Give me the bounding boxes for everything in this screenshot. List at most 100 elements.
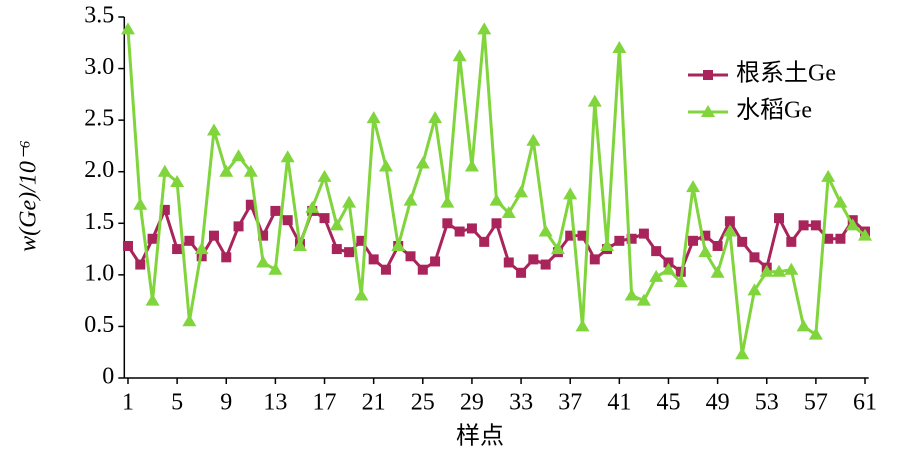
data-point bbox=[835, 233, 846, 244]
data-point bbox=[366, 111, 381, 124]
data-point bbox=[747, 283, 762, 296]
data-point bbox=[796, 319, 811, 332]
data-point bbox=[245, 199, 256, 210]
data-point bbox=[698, 245, 713, 258]
data-point bbox=[516, 267, 527, 278]
data-point bbox=[317, 169, 332, 182]
data-point bbox=[612, 40, 627, 53]
x-tick-label: 5 bbox=[171, 390, 183, 416]
data-point bbox=[292, 238, 307, 251]
data-point bbox=[772, 264, 787, 277]
data-point bbox=[833, 195, 848, 208]
data-point bbox=[135, 259, 146, 270]
data-point bbox=[133, 197, 148, 210]
data-point bbox=[417, 264, 428, 275]
data-point bbox=[663, 257, 674, 268]
data-point bbox=[258, 230, 269, 241]
data-point bbox=[489, 193, 504, 206]
data-point bbox=[380, 264, 391, 275]
data-point bbox=[344, 247, 355, 258]
data-point bbox=[638, 228, 649, 239]
data-point bbox=[724, 216, 735, 227]
data-point bbox=[172, 244, 183, 255]
data-point bbox=[673, 275, 688, 288]
data-point bbox=[147, 233, 158, 244]
x-tick-label: 53 bbox=[755, 390, 779, 416]
data-point bbox=[649, 269, 664, 282]
data-point bbox=[550, 242, 565, 255]
data-point bbox=[184, 235, 195, 246]
data-point bbox=[712, 240, 723, 251]
data-point bbox=[305, 200, 320, 213]
data-point bbox=[710, 265, 725, 278]
data-point bbox=[821, 169, 836, 182]
data-point bbox=[651, 246, 662, 257]
x-tick-label: 61 bbox=[853, 390, 877, 416]
x-tick-label: 33 bbox=[509, 390, 533, 416]
data-point bbox=[256, 255, 271, 268]
data-point bbox=[575, 319, 590, 332]
data-point bbox=[589, 254, 600, 265]
data-point bbox=[403, 193, 418, 206]
data-point bbox=[221, 252, 232, 263]
data-point bbox=[514, 185, 529, 198]
data-point bbox=[342, 195, 357, 208]
legend-label: 根系土Ge bbox=[736, 60, 836, 87]
data-point bbox=[378, 159, 393, 172]
data-point bbox=[405, 251, 416, 262]
data-point bbox=[540, 259, 551, 270]
data-point bbox=[440, 195, 455, 208]
data-point bbox=[206, 123, 221, 136]
data-point bbox=[477, 22, 492, 35]
data-point bbox=[614, 235, 625, 246]
x-tick-label: 37 bbox=[558, 390, 582, 416]
data-point bbox=[122, 240, 133, 251]
data-point bbox=[452, 49, 467, 62]
data-point bbox=[170, 175, 185, 188]
data-point bbox=[722, 224, 737, 237]
data-point bbox=[784, 262, 799, 275]
data-point bbox=[526, 133, 541, 146]
x-tick-label: 1 bbox=[122, 390, 134, 416]
data-point bbox=[845, 218, 860, 231]
data-point bbox=[528, 254, 539, 265]
data-point bbox=[219, 164, 234, 177]
data-point bbox=[415, 156, 430, 169]
x-tick-label: 57 bbox=[804, 390, 828, 416]
data-point bbox=[774, 213, 785, 224]
data-point bbox=[577, 230, 588, 241]
data-point bbox=[368, 254, 379, 265]
data-point bbox=[428, 111, 443, 124]
data-point bbox=[464, 159, 479, 172]
data-point bbox=[626, 233, 637, 244]
data-point bbox=[182, 314, 197, 327]
data-point bbox=[858, 228, 873, 241]
data-point bbox=[737, 236, 748, 247]
data-point bbox=[501, 205, 516, 218]
data-point bbox=[503, 257, 514, 268]
data-point bbox=[563, 187, 578, 200]
data-point bbox=[268, 262, 283, 275]
data-point bbox=[565, 230, 576, 241]
data-point bbox=[808, 327, 823, 340]
data-point bbox=[688, 235, 699, 246]
data-point bbox=[454, 226, 465, 237]
x-tick-label: 45 bbox=[656, 390, 680, 416]
data-point bbox=[243, 164, 258, 177]
data-point bbox=[356, 235, 367, 246]
data-point bbox=[194, 242, 209, 255]
y-tick-label: 2.0 bbox=[84, 157, 114, 183]
data-point bbox=[600, 238, 615, 251]
data-point bbox=[491, 218, 502, 229]
data-point bbox=[798, 220, 809, 231]
data-point bbox=[270, 205, 281, 216]
data-point bbox=[759, 264, 774, 277]
data-point bbox=[282, 215, 293, 226]
data-point bbox=[231, 149, 246, 162]
data-point bbox=[430, 256, 441, 267]
data-point bbox=[157, 164, 172, 177]
x-tick-label: 41 bbox=[607, 390, 631, 416]
y-tick-label: 1.5 bbox=[84, 209, 114, 235]
data-point bbox=[329, 218, 344, 231]
